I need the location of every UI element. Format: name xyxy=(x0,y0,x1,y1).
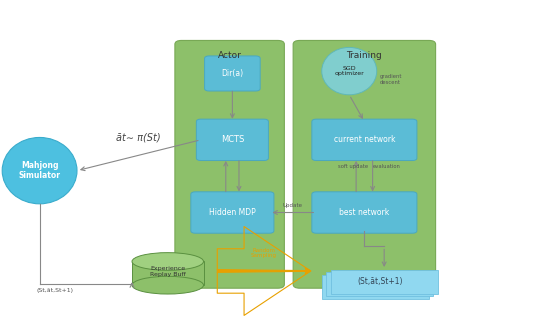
FancyBboxPatch shape xyxy=(312,192,417,233)
Text: gradient
descent: gradient descent xyxy=(379,74,402,85)
FancyArrowPatch shape xyxy=(130,283,134,287)
FancyBboxPatch shape xyxy=(191,192,274,233)
Text: (St,āt,St+1): (St,āt,St+1) xyxy=(357,277,403,286)
Text: (St,āt,St+1): (St,āt,St+1) xyxy=(37,288,74,293)
Text: Mahjong
Simulator: Mahjong Simulator xyxy=(19,161,60,180)
FancyArrowPatch shape xyxy=(230,91,234,118)
Text: āt∼ π(St): āt∼ π(St) xyxy=(116,132,160,143)
Bar xyxy=(132,262,204,285)
Text: current network: current network xyxy=(334,135,395,144)
FancyBboxPatch shape xyxy=(205,56,260,91)
Text: Hidden MDP: Hidden MDP xyxy=(209,208,256,217)
FancyArrowPatch shape xyxy=(273,210,314,215)
Text: Random
Sampling: Random Sampling xyxy=(251,247,277,258)
Text: best network: best network xyxy=(339,208,389,217)
FancyArrowPatch shape xyxy=(350,97,362,118)
FancyBboxPatch shape xyxy=(175,40,284,288)
Text: Actor: Actor xyxy=(218,51,241,59)
Bar xyxy=(322,275,429,299)
FancyArrowPatch shape xyxy=(371,161,375,190)
Ellipse shape xyxy=(132,253,204,270)
Bar xyxy=(331,270,438,294)
Text: Training: Training xyxy=(346,51,382,59)
Text: MCTS: MCTS xyxy=(221,135,244,144)
Text: Update: Update xyxy=(283,203,303,208)
Text: Experience
Replay Buff: Experience Replay Buff xyxy=(150,266,186,277)
FancyArrowPatch shape xyxy=(382,249,386,266)
FancyBboxPatch shape xyxy=(293,40,436,288)
FancyArrowPatch shape xyxy=(354,162,358,191)
Text: Dir(a): Dir(a) xyxy=(221,69,244,78)
Text: evaluation: evaluation xyxy=(372,164,400,169)
Ellipse shape xyxy=(322,47,377,95)
FancyArrowPatch shape xyxy=(224,162,228,191)
Bar xyxy=(326,272,433,296)
Text: soft update: soft update xyxy=(338,164,368,169)
FancyBboxPatch shape xyxy=(196,119,268,161)
Ellipse shape xyxy=(132,276,204,294)
Ellipse shape xyxy=(2,137,77,204)
Text: SGD
optimizer: SGD optimizer xyxy=(334,66,364,76)
FancyBboxPatch shape xyxy=(312,119,417,161)
FancyArrowPatch shape xyxy=(81,141,198,171)
FancyArrowPatch shape xyxy=(237,161,241,190)
